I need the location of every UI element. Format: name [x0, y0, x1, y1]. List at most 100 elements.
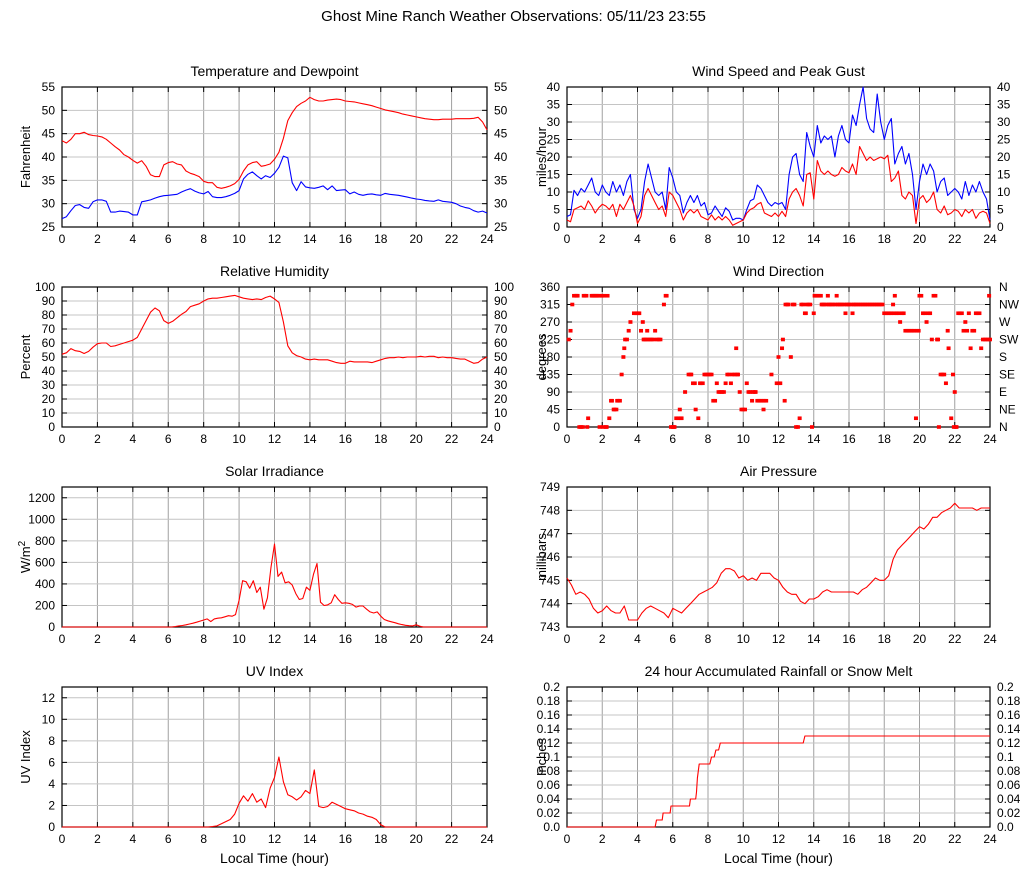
- svg-text:25: 25: [42, 220, 56, 234]
- wind-direction-point: [898, 320, 903, 324]
- svg-text:0.18: 0.18: [997, 694, 1021, 708]
- svg-text:14: 14: [303, 232, 317, 246]
- svg-text:24: 24: [480, 632, 494, 646]
- wind-direction-point: [628, 320, 633, 324]
- svg-text:24: 24: [983, 432, 997, 446]
- svg-text:0: 0: [553, 220, 560, 234]
- svg-text:Air Pressure: Air Pressure: [740, 463, 817, 479]
- svg-text:2: 2: [94, 632, 101, 646]
- wind-direction-point: [645, 328, 650, 333]
- uv-index-line: [62, 756, 487, 828]
- rainfall-plot: 0.0 0.00.02 0.020.04 0.040.06 0.060.08 0.080.…: [534, 663, 1021, 866]
- wind-direction-point: [580, 425, 585, 429]
- svg-text:W: W: [999, 315, 1011, 329]
- svg-text:20: 20: [547, 150, 561, 164]
- svg-text:0: 0: [59, 232, 66, 246]
- wind-direction-point: [924, 320, 929, 324]
- wind-direction-point: [639, 328, 644, 333]
- svg-text:20: 20: [409, 232, 423, 246]
- wind-direction-point: [892, 293, 897, 298]
- svg-text:NE: NE: [999, 403, 1016, 417]
- svg-text:16: 16: [842, 632, 856, 646]
- svg-text:2: 2: [94, 432, 101, 446]
- wind-direction-point: [933, 293, 938, 298]
- svg-text:8: 8: [200, 432, 207, 446]
- svg-text:miles/hour: miles/hour: [534, 126, 549, 187]
- svg-text:25: 25: [547, 133, 561, 147]
- svg-text:30: 30: [494, 378, 508, 392]
- wind-direction-point: [769, 372, 774, 377]
- svg-text:20: 20: [42, 392, 56, 406]
- svg-text:6: 6: [165, 832, 172, 846]
- wind-direction-point: [780, 346, 785, 351]
- wind-direction-point: [734, 346, 739, 351]
- svg-text:Wind Speed and Peak Gust: Wind Speed and Peak Gust: [692, 63, 865, 79]
- svg-text:4: 4: [634, 232, 641, 246]
- wind-direction-point: [780, 337, 785, 342]
- wind-direction-point: [640, 320, 645, 324]
- svg-text:40: 40: [547, 80, 561, 94]
- svg-text:10: 10: [737, 232, 751, 246]
- svg-text:22: 22: [948, 232, 962, 246]
- svg-text:12: 12: [268, 832, 282, 846]
- wind-direction-point: [936, 337, 941, 342]
- wind-direction-point: [912, 328, 917, 333]
- svg-text:12: 12: [268, 632, 282, 646]
- svg-text:20: 20: [409, 432, 423, 446]
- wind-direction-point: [801, 302, 806, 307]
- wind-direction-point: [626, 328, 631, 333]
- svg-text:22: 22: [948, 632, 962, 646]
- svg-text:14: 14: [807, 432, 821, 446]
- svg-text:800: 800: [35, 534, 55, 548]
- wind-direction-point: [568, 328, 573, 333]
- svg-text:10: 10: [737, 432, 751, 446]
- wind-direction-point: [977, 311, 982, 316]
- svg-text:0: 0: [564, 832, 571, 846]
- wind-direction-point: [677, 407, 682, 412]
- svg-text:20: 20: [494, 392, 508, 406]
- svg-text:16: 16: [339, 632, 353, 646]
- svg-text:NW: NW: [999, 298, 1020, 312]
- svg-text:0: 0: [553, 420, 560, 434]
- wind-direction-point: [959, 311, 964, 316]
- svg-text:20: 20: [997, 150, 1011, 164]
- svg-text:22: 22: [948, 432, 962, 446]
- wind-direction-point: [651, 337, 656, 342]
- wind-direction-point: [676, 416, 681, 421]
- wind-direction-point: [901, 311, 906, 316]
- svg-text:10: 10: [42, 712, 56, 726]
- svg-text:6: 6: [165, 632, 172, 646]
- chart-relative-humidity: 0 0 10 10 20 20 30 30 40 40 50 50 60 60 70 70 80 80 90 90 10…: [0, 257, 530, 457]
- svg-text:Local Time (hour): Local Time (hour): [220, 850, 329, 866]
- svg-text:18: 18: [374, 832, 388, 846]
- wind-direction-point: [609, 398, 614, 403]
- svg-text:10: 10: [737, 632, 751, 646]
- svg-text:270: 270: [540, 315, 560, 329]
- svg-text:22: 22: [445, 832, 459, 846]
- svg-text:6: 6: [669, 832, 676, 846]
- svg-text:SW: SW: [999, 333, 1019, 347]
- wind-direction-point: [961, 328, 966, 333]
- svg-text:12: 12: [772, 432, 786, 446]
- svg-text:24: 24: [983, 632, 997, 646]
- svg-text:60: 60: [494, 336, 508, 350]
- svg-text:40: 40: [42, 150, 56, 164]
- svg-text:35: 35: [494, 173, 508, 187]
- svg-text:50: 50: [494, 350, 508, 364]
- wind-direction-point: [723, 381, 728, 386]
- wind-direction-point: [808, 302, 813, 307]
- svg-text:24: 24: [480, 232, 494, 246]
- svg-text:90: 90: [494, 294, 508, 308]
- svg-text:315: 315: [540, 298, 560, 312]
- svg-text:25: 25: [997, 133, 1011, 147]
- svg-text:400: 400: [35, 577, 55, 591]
- chart-air-pressure: 743 744 745 746 747 748 749 0 2 4 6 8 10 12 14 16 18 20 22…: [530, 457, 1027, 657]
- wind-direction-point: [617, 398, 622, 403]
- wind-direction-point: [776, 355, 781, 359]
- svg-text:22: 22: [445, 232, 459, 246]
- svg-text:12: 12: [772, 832, 786, 846]
- wind-direction-point: [795, 425, 800, 429]
- svg-text:2: 2: [599, 232, 606, 246]
